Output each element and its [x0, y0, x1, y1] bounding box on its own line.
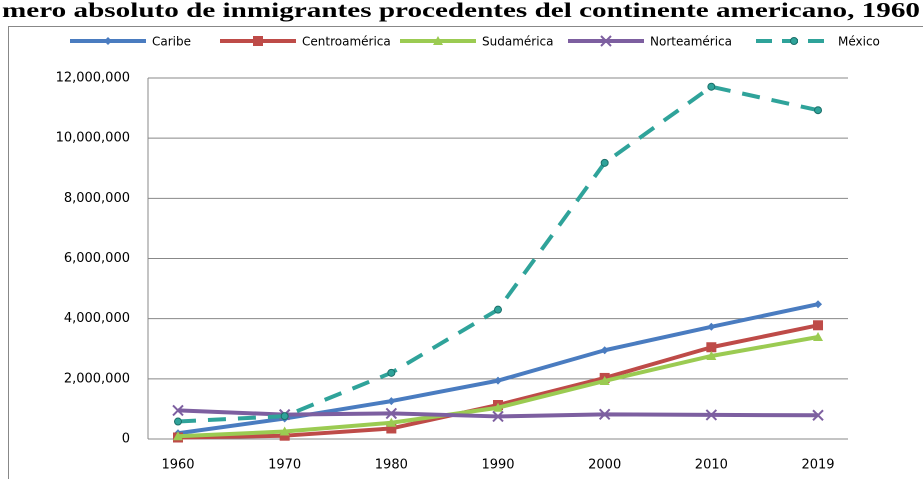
data-point [172, 404, 184, 417]
legend-marker [790, 37, 798, 45]
legend-marker [253, 36, 263, 46]
legend-label: Sudamérica [482, 35, 553, 49]
data-point [174, 417, 182, 426]
data-point [279, 430, 290, 441]
chart-title: mero absoluto de inmigrantes procedentes… [2, 0, 920, 22]
y-tick-label: 2,000,000 [64, 371, 130, 386]
x-tick-label: 2000 [588, 458, 621, 473]
y-tick-label: 10,000,000 [56, 131, 130, 146]
data-point [600, 346, 609, 355]
legend-marker [600, 35, 612, 47]
legend-label: México [838, 35, 880, 49]
y-tick-label: 8,000,000 [64, 191, 130, 206]
x-tick-label: 1960 [161, 458, 194, 473]
y-tick-label: 12,000,000 [56, 71, 130, 86]
x-tick-label: 2010 [695, 458, 728, 473]
legend-label: Caribe [152, 35, 191, 49]
x-tick-label: 1990 [481, 458, 514, 473]
data-point [814, 106, 823, 115]
data-point [386, 423, 397, 434]
legend-marker [104, 37, 112, 45]
data-point [385, 407, 398, 420]
data-point [280, 412, 289, 421]
data-point [813, 332, 824, 342]
data-point [814, 300, 823, 309]
data-point [812, 409, 824, 421]
x-tick-label: 1980 [375, 458, 408, 473]
x-tick-label: 1970 [268, 458, 301, 473]
legend-marker [433, 36, 443, 45]
data-point [492, 410, 504, 423]
data-point [494, 305, 503, 314]
chart-frame [8, 26, 923, 479]
data-point [706, 342, 717, 353]
legend-label: Centroamérica [302, 35, 391, 49]
x-tick-label: 2019 [801, 458, 834, 473]
data-point [598, 408, 611, 421]
data-point [600, 158, 609, 167]
data-point [387, 368, 396, 377]
data-point [705, 409, 718, 421]
y-tick-label: 4,000,000 [64, 311, 130, 326]
data-point [173, 431, 183, 441]
series-line [177, 84, 819, 424]
legend-label: Norteamérica [650, 35, 732, 49]
data-point [599, 375, 610, 385]
data-point [813, 320, 824, 331]
data-point [386, 417, 397, 427]
data-point [494, 376, 503, 385]
data-point [707, 82, 716, 91]
data-point [707, 322, 716, 331]
data-point [493, 402, 504, 412]
y-tick-label: 6,000,000 [64, 251, 130, 266]
data-point [387, 397, 396, 406]
y-tick-label: 0 [122, 432, 130, 447]
data-point [706, 350, 717, 360]
data-point [279, 426, 290, 436]
